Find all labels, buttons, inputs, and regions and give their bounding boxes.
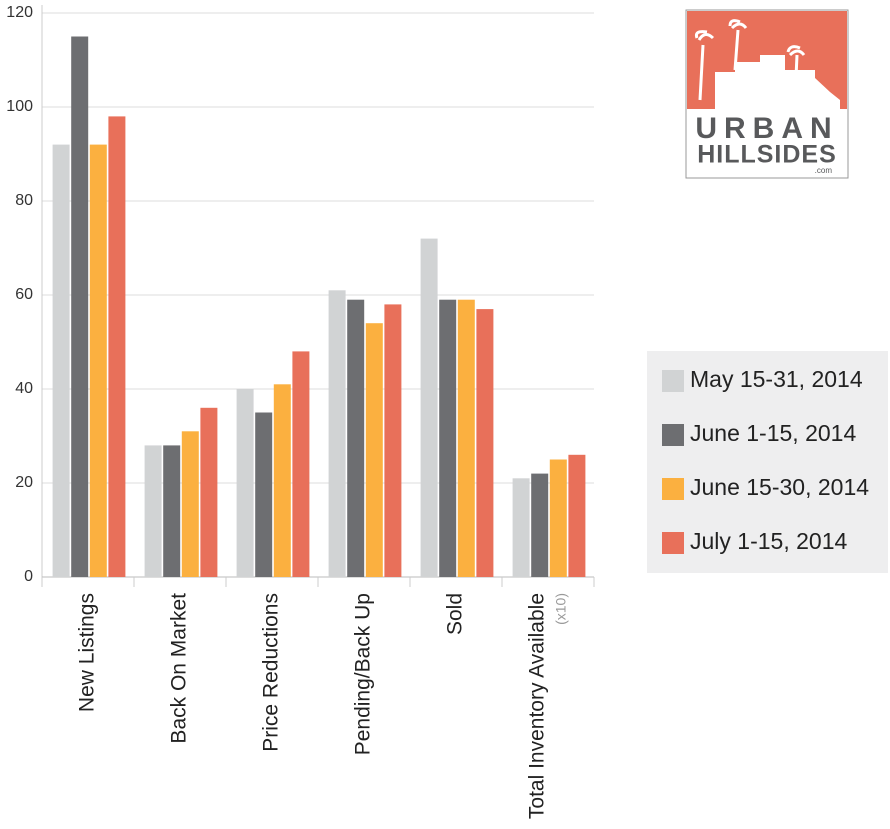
legend-swatch xyxy=(662,532,684,554)
y-tick-label: 60 xyxy=(15,286,33,303)
y-tick-label: 20 xyxy=(15,474,33,491)
y-tick-label: 80 xyxy=(15,192,33,209)
x-tick-label: Back On Market xyxy=(168,593,191,744)
legend-label: June 1-15, 2014 xyxy=(690,420,856,446)
legend-label: June 15-30, 2014 xyxy=(690,474,869,500)
logo-line1: URBAN xyxy=(695,112,838,145)
annotation: (x10) xyxy=(553,593,569,625)
bar xyxy=(439,299,457,577)
bar xyxy=(531,473,549,577)
bar xyxy=(89,144,107,577)
logo-skyline xyxy=(715,55,840,109)
bar xyxy=(457,299,475,577)
legend-swatch xyxy=(662,424,684,446)
bar xyxy=(549,459,567,577)
bar xyxy=(181,431,199,577)
x-tick-label: New Listings xyxy=(76,593,99,712)
bar xyxy=(347,299,365,577)
x-tick-label: Pending/Back Up xyxy=(352,593,375,755)
bar xyxy=(512,478,530,577)
legend-label: July 1-15, 2014 xyxy=(690,528,847,554)
y-tick-label: 0 xyxy=(24,568,33,585)
bar xyxy=(568,454,586,577)
bar xyxy=(292,351,310,577)
bar xyxy=(236,389,254,577)
bar xyxy=(52,144,70,577)
bar xyxy=(144,445,162,577)
logo: URBAN HILLSIDES .com xyxy=(685,9,849,179)
x-tick-label: Price Reductions xyxy=(260,593,283,752)
bar xyxy=(255,412,273,577)
y-tick-label: 100 xyxy=(6,98,33,115)
bar xyxy=(365,323,383,577)
bar xyxy=(273,384,291,577)
legend-box xyxy=(647,351,888,573)
bar xyxy=(200,407,218,577)
x-tick-label: Sold xyxy=(444,593,467,635)
legend-swatch xyxy=(662,478,684,500)
bar xyxy=(108,116,126,578)
bar xyxy=(476,309,494,577)
bar xyxy=(384,304,402,577)
logo-line3: .com xyxy=(815,166,833,175)
bar xyxy=(328,290,346,577)
legend-swatch xyxy=(662,370,684,392)
logo-line2: HILLSIDES xyxy=(697,141,837,169)
legend-label: May 15-31, 2014 xyxy=(690,366,863,392)
y-tick-label: 40 xyxy=(15,380,33,397)
bar xyxy=(71,36,89,577)
x-tick-label: Total Inventory Available xyxy=(526,593,549,819)
y-tick-label: 120 xyxy=(6,4,33,21)
bar xyxy=(163,445,181,577)
logo-palms xyxy=(695,19,806,101)
bar xyxy=(420,238,438,577)
